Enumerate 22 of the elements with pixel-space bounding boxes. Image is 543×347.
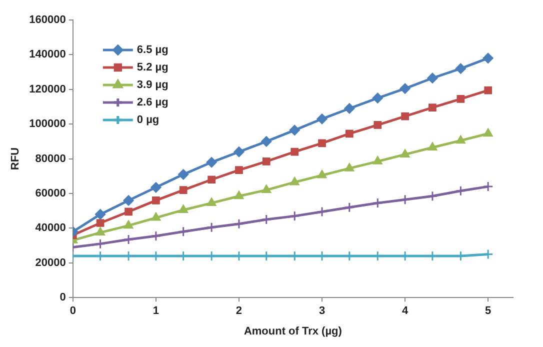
- legend-label: 2.6 µg: [136, 96, 168, 109]
- x-tick-label: 0: [70, 305, 76, 318]
- y-tick-label: 140000: [29, 48, 66, 61]
- x-axis-title: Amount of Trx (µg): [244, 325, 342, 338]
- y-tick-label: 20000: [35, 256, 66, 269]
- y-tick-label: 160000: [29, 14, 66, 26]
- x-tick-label: 5: [485, 305, 492, 318]
- legend-label: 3.9 µg: [136, 79, 168, 92]
- y-tick-label: 120000: [29, 83, 66, 96]
- x-tick-label: 1: [152, 305, 160, 318]
- legend-label: 0 µg: [136, 114, 160, 126]
- y-axis-title: RFU: [10, 147, 22, 170]
- x-tick-label: 3: [318, 305, 326, 318]
- y-tick-label: 40000: [35, 222, 66, 234]
- x-tick-label: 4: [402, 305, 409, 318]
- y-tick-label: 60000: [35, 188, 66, 200]
- y-tick-label: 80000: [35, 152, 66, 165]
- y-tick-label: 0: [60, 292, 66, 304]
- legend-label: 6.5 µg: [136, 44, 168, 56]
- x-tick-label: 2: [236, 305, 242, 318]
- y-tick-label: 100000: [29, 118, 66, 130]
- legend-label: 5.2 µg: [136, 62, 168, 74]
